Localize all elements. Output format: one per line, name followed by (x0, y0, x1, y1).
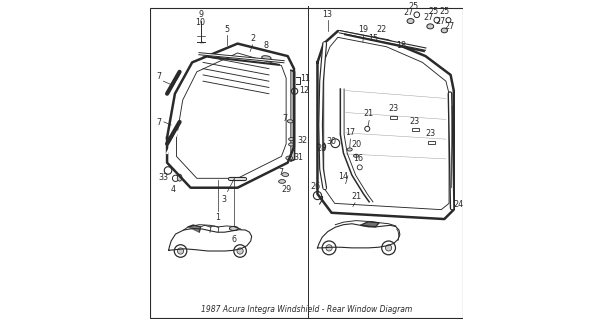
Text: 7: 7 (283, 114, 287, 123)
Ellipse shape (354, 154, 359, 157)
Ellipse shape (289, 138, 294, 141)
Text: 11: 11 (300, 74, 310, 83)
Text: 15: 15 (368, 34, 378, 43)
Text: 17: 17 (345, 128, 355, 137)
Ellipse shape (441, 28, 447, 33)
Text: 22: 22 (376, 25, 386, 34)
Ellipse shape (287, 120, 293, 123)
Text: 13: 13 (322, 10, 332, 19)
Text: 3: 3 (222, 195, 227, 204)
Text: 30: 30 (326, 137, 336, 146)
Text: 28: 28 (316, 144, 327, 153)
Ellipse shape (347, 148, 352, 151)
Bar (428, 141, 435, 145)
Text: 23: 23 (388, 104, 398, 113)
Polygon shape (360, 221, 379, 227)
Text: 9: 9 (199, 10, 204, 19)
Text: 2: 2 (250, 34, 255, 43)
Circle shape (382, 241, 395, 255)
FancyArrowPatch shape (173, 169, 174, 170)
Text: 26: 26 (310, 182, 321, 191)
Text: 31: 31 (294, 153, 303, 162)
Text: 7: 7 (156, 72, 161, 81)
Circle shape (326, 245, 332, 251)
Text: 10: 10 (196, 18, 205, 27)
Text: 6: 6 (231, 235, 237, 244)
Text: 25: 25 (408, 2, 418, 11)
Circle shape (237, 248, 243, 254)
Text: 23: 23 (409, 117, 420, 126)
Ellipse shape (289, 143, 294, 146)
Ellipse shape (427, 24, 434, 29)
Circle shape (318, 142, 326, 150)
Text: 25: 25 (440, 7, 450, 16)
Text: 32: 32 (298, 136, 308, 145)
Text: 27: 27 (445, 22, 455, 31)
Text: 21: 21 (364, 109, 373, 118)
Text: 7: 7 (278, 168, 283, 177)
Text: 24: 24 (453, 199, 463, 209)
Text: 27: 27 (403, 8, 413, 17)
Polygon shape (188, 225, 200, 232)
Text: 16: 16 (353, 154, 363, 163)
Bar (412, 128, 419, 131)
Text: 23: 23 (425, 129, 435, 138)
Circle shape (177, 248, 184, 254)
Bar (390, 116, 397, 119)
Text: 1987 Acura Integra Windshield - Rear Window Diagram: 1987 Acura Integra Windshield - Rear Win… (201, 305, 412, 314)
Text: 29: 29 (281, 185, 291, 194)
Text: 5: 5 (224, 25, 229, 34)
Text: 14: 14 (338, 172, 348, 181)
Ellipse shape (279, 180, 286, 183)
Ellipse shape (282, 173, 289, 176)
Ellipse shape (177, 174, 182, 181)
Text: 25: 25 (428, 7, 438, 16)
Text: 7: 7 (157, 118, 162, 127)
Text: 27: 27 (435, 17, 446, 26)
Circle shape (322, 241, 336, 255)
Text: 8: 8 (264, 42, 269, 51)
Ellipse shape (286, 156, 293, 160)
Circle shape (174, 245, 187, 257)
Text: 33: 33 (158, 173, 168, 182)
Ellipse shape (407, 19, 414, 24)
Polygon shape (291, 70, 295, 161)
Text: 18: 18 (396, 41, 406, 50)
Circle shape (386, 245, 392, 251)
Ellipse shape (229, 227, 238, 230)
Text: 20: 20 (351, 140, 361, 149)
Text: 27: 27 (423, 13, 433, 22)
Text: 1: 1 (216, 213, 221, 222)
Text: 21: 21 (351, 192, 361, 201)
Text: 12: 12 (300, 86, 310, 95)
Ellipse shape (262, 56, 271, 60)
Text: 4: 4 (171, 185, 176, 194)
Circle shape (234, 245, 246, 257)
Text: 19: 19 (359, 25, 368, 34)
